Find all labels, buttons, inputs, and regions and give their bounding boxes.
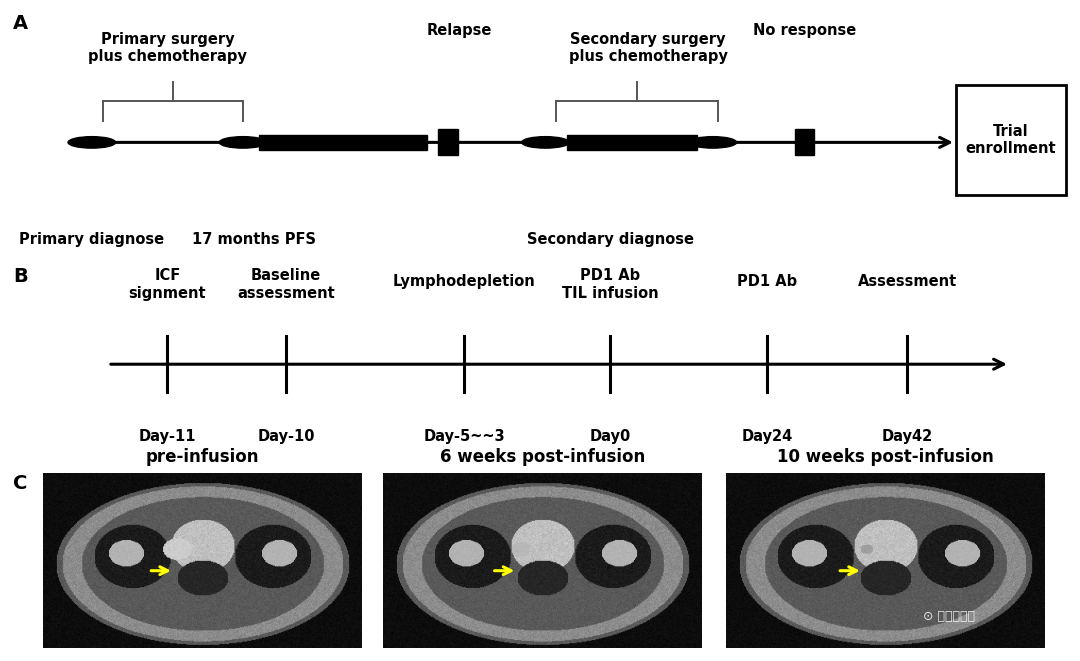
Text: PD1 Ab: PD1 Ab: [737, 274, 797, 289]
Text: No response: No response: [753, 23, 856, 38]
Text: C: C: [13, 474, 27, 493]
Text: Day-5~~3: Day-5~~3: [423, 428, 505, 444]
Text: Day0: Day0: [590, 428, 631, 444]
Text: 17 months PFS: 17 months PFS: [192, 232, 315, 247]
Text: 10 weeks post-infusion: 10 weeks post-infusion: [777, 447, 994, 465]
Text: Lymphodepletion: Lymphodepletion: [393, 274, 536, 289]
Text: A: A: [13, 15, 28, 34]
Text: ⊙ 基因药物汇: ⊙ 基因药物汇: [922, 609, 975, 623]
Text: Day-11: Day-11: [138, 428, 197, 444]
Text: 6 weeks post-infusion: 6 weeks post-infusion: [440, 447, 646, 465]
Text: Day42: Day42: [881, 428, 933, 444]
Text: Relapse: Relapse: [427, 23, 491, 38]
Bar: [438, 130, 458, 155]
Text: Primary surgery
plus chemotherapy: Primary surgery plus chemotherapy: [87, 32, 247, 64]
Text: pre-infusion: pre-infusion: [146, 447, 259, 465]
Text: Trial
enrollment: Trial enrollment: [966, 124, 1056, 156]
Circle shape: [68, 137, 116, 148]
Bar: [567, 136, 697, 149]
Circle shape: [219, 137, 267, 148]
Text: PD1 Ab
TIL infusion: PD1 Ab TIL infusion: [562, 268, 659, 301]
Text: Baseline
assessment: Baseline assessment: [238, 268, 335, 301]
FancyBboxPatch shape: [956, 85, 1066, 194]
Text: ICF
signment: ICF signment: [129, 268, 206, 301]
Text: B: B: [13, 267, 28, 286]
Text: Assessment: Assessment: [858, 274, 957, 289]
Circle shape: [689, 137, 737, 148]
Text: Day24: Day24: [741, 428, 793, 444]
Bar: [795, 130, 814, 155]
Circle shape: [522, 137, 569, 148]
Text: Secondary diagnose: Secondary diagnose: [527, 232, 693, 247]
Text: Day-10: Day-10: [257, 428, 315, 444]
Text: Secondary surgery
plus chemotherapy: Secondary surgery plus chemotherapy: [568, 32, 728, 64]
Bar: [259, 136, 427, 149]
Text: Primary diagnose: Primary diagnose: [19, 232, 164, 247]
